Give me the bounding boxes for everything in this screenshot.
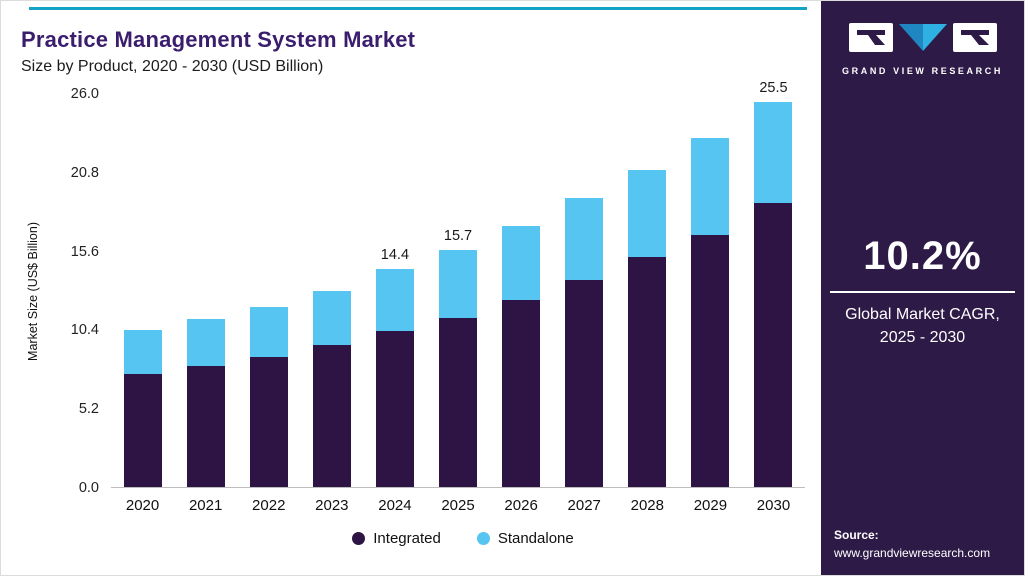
bar-segment-integrated	[249, 357, 288, 487]
bar-column	[111, 94, 174, 487]
y-axis-tick: 10.4	[70, 322, 99, 339]
x-axis-label: 2026	[504, 497, 538, 514]
y-axis-ticks: 26.0 20.8 15.6 10.4 5.2 0.0	[45, 86, 111, 496]
brand-name: GRAND VIEW RESEARCH	[842, 66, 1003, 76]
bar-segment-integrated	[186, 366, 225, 487]
plot-area: 14.4 15.7 25.5	[111, 80, 805, 488]
bar-segment-integrated	[312, 344, 351, 487]
y-axis-tick: 20.8	[70, 164, 99, 181]
legend-dot-integrated-icon	[352, 532, 366, 545]
x-axis-label: 2021	[188, 497, 223, 514]
legend-dot-standalone-icon	[476, 532, 490, 545]
page-title: Practice Management System Market	[21, 27, 416, 52]
brand-sidebar: GRAND VIEW RESEARCH 10.2% Global Market …	[821, 1, 1024, 575]
bar-segment-standalone	[502, 225, 541, 300]
bar-stack	[691, 137, 730, 487]
bar-segment-standalone	[375, 269, 414, 332]
bar-stack	[375, 269, 414, 487]
bar-segment-integrated	[691, 234, 730, 487]
stacked-bar-chart: Market Size (US$ Billion) 26.0 20.8 15.6 10…	[21, 80, 815, 547]
bar-value-label: 25.5	[759, 79, 788, 96]
logo-block: GRAND VIEW RESEARCH	[821, 21, 1024, 76]
bar-segment-standalone	[439, 249, 478, 318]
cagr-caption-line1: Global Market CAGR,	[845, 306, 1000, 323]
bar-segment-integrated	[628, 257, 667, 487]
source-url[interactable]: www.grandviewresearch.com	[834, 546, 991, 561]
bar-column: 14.4	[363, 94, 426, 487]
bar-segment-integrated	[439, 317, 478, 487]
bar-segment-standalone	[312, 290, 351, 345]
legend-item-standalone: Standalone	[476, 530, 574, 547]
bar-column: 25.5	[742, 80, 805, 487]
bar-segment-integrated	[754, 202, 793, 487]
cagr-caption-line2: 2025 - 2030	[879, 329, 966, 347]
x-axis-label: 2020	[125, 497, 160, 514]
bar-value-label: 15.7	[443, 227, 473, 244]
x-axis-label: 2023	[315, 497, 349, 514]
y-axis-tick: 26.0	[70, 86, 99, 102]
legend-item-integrated: Integrated	[352, 530, 441, 547]
bar-segment-integrated	[565, 279, 604, 487]
page-subtitle: Size by Product, 2020 - 2030 (USD Billio…	[21, 58, 324, 75]
cagr-divider	[830, 291, 1015, 293]
x-axis-label: 2028	[630, 497, 664, 514]
bar-segment-standalone	[754, 101, 793, 203]
bar-segment-integrated	[123, 373, 162, 487]
x-axis-labels: 2020 2021 2022 2023 2024 2025 2026 2027 2028 2029…	[111, 488, 805, 514]
bar-segment-standalone	[628, 169, 667, 258]
bar-column	[174, 94, 237, 487]
bar-column	[616, 94, 679, 487]
bar-segment-standalone	[249, 307, 288, 358]
bar-column	[300, 94, 363, 487]
cagr-caption: Global Market CAGR, 2025 - 2030	[821, 303, 1024, 349]
bar-value-label: 14.4	[380, 247, 410, 264]
bar-column: 15.7	[426, 94, 489, 487]
x-axis-label: 2027	[567, 497, 601, 514]
legend-label-integrated: Integrated	[373, 530, 441, 547]
cagr-value: 10.2%	[863, 234, 982, 278]
bar-column	[679, 94, 742, 487]
x-axis-label: 2029	[693, 497, 728, 514]
bar-stack	[565, 198, 604, 487]
bar-segment-standalone	[565, 198, 604, 280]
top-accent-line	[29, 7, 807, 10]
x-axis-label: 2030	[756, 497, 791, 514]
y-axis-tick: 0.0	[78, 480, 99, 496]
bar-stack	[249, 307, 288, 487]
y-axis-tick: 15.6	[70, 243, 99, 260]
cagr-block: 10.2% Global Market CAGR, 2025 - 2030	[821, 234, 1024, 349]
source-block: Source: www.grandviewresearch.com	[834, 526, 990, 563]
chart-legend: Integrated Standalone	[111, 530, 815, 547]
bar-segment-standalone	[186, 319, 225, 367]
bar-stack	[439, 249, 478, 487]
x-axis-label: 2024	[378, 497, 412, 514]
bar-segment-integrated	[502, 299, 541, 487]
bar-column	[490, 94, 553, 487]
bar-column	[553, 94, 616, 487]
grand-view-research-logo-icon	[848, 23, 997, 52]
bar-stack	[628, 169, 667, 487]
chart-panel: Practice Management System Market Size b…	[1, 1, 821, 575]
bar-stack	[754, 101, 793, 487]
y-axis-title-text: Market Size (US$ Billion)	[26, 221, 40, 361]
y-axis-tick: 5.2	[78, 401, 99, 418]
source-label: Source:	[834, 527, 879, 542]
bar-stack	[502, 225, 541, 487]
bar-stack	[123, 329, 162, 487]
bar-segment-standalone	[691, 137, 730, 235]
bar-segment-standalone	[123, 329, 162, 374]
x-axis-label: 2022	[252, 497, 286, 514]
y-axis-title: Market Size (US$ Billion)	[21, 94, 45, 488]
bar-stack	[186, 319, 225, 487]
bar-stack	[312, 290, 351, 487]
bar-segment-integrated	[375, 331, 414, 487]
x-axis-label: 2025	[441, 497, 475, 514]
legend-label-standalone: Standalone	[497, 530, 574, 547]
bar-column	[237, 94, 300, 487]
